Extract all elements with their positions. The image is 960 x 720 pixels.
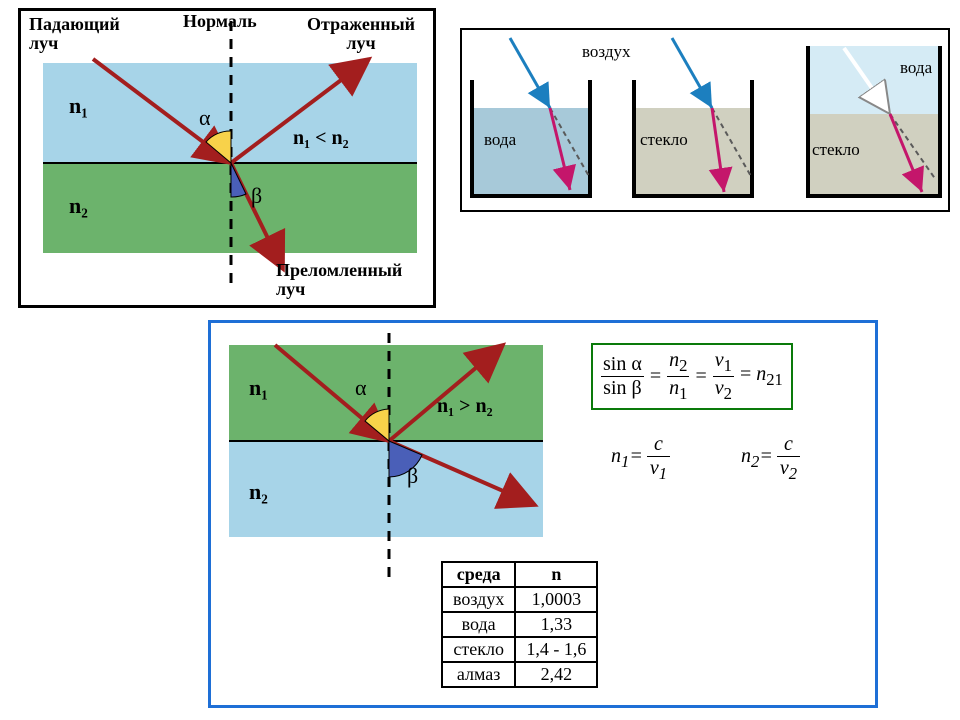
table-row: стекло 1,4 - 1,6	[442, 637, 597, 662]
air-label: воздух	[582, 42, 630, 62]
glass-label-1: стекло	[640, 130, 688, 150]
refractive-index-table-wrap: среда n воздух 1,0003 вода 1,33 стекло 1…	[441, 561, 598, 688]
refraction-diagram-dense-to-less-dense: n₁ n₂ α β n₁ > n₂ sin α sin β = n2 n1 = …	[208, 320, 878, 708]
table-header-row: среда n	[442, 562, 597, 587]
d3-beta-label: β	[407, 463, 418, 489]
table-row: вода 1,33	[442, 612, 597, 637]
table-header-n: n	[515, 562, 597, 587]
water-label-1: вода	[484, 130, 516, 150]
table-header-medium: среда	[442, 562, 515, 587]
beta-label: β	[251, 183, 262, 209]
refraction-media-examples: воздух вода стекло вода стекло	[460, 28, 950, 212]
diagram3-svg	[217, 329, 557, 589]
refracted-ray-label: Преломленный луч	[276, 261, 402, 299]
d3-n2-label: n₂	[249, 479, 268, 505]
n1-label: n₁	[69, 93, 88, 119]
alpha-label: α	[199, 105, 211, 131]
n1-formula: n1= c v1	[611, 433, 670, 484]
snell-formula-box: sin α sin β = n2 n1 = v1 v2 = n21	[591, 343, 793, 410]
table-row: алмаз 2,42	[442, 662, 597, 687]
diagram2-svg	[462, 30, 952, 214]
refractive-index-table: среда n воздух 1,0003 вода 1,33 стекло 1…	[441, 561, 598, 688]
d3-n1-label: n₁	[249, 375, 268, 401]
d3-alpha-label: α	[355, 375, 367, 401]
incident-ray-label: Падающий луч	[29, 15, 120, 53]
reflected-ray-label: Отраженный луч	[307, 15, 415, 53]
d3-relation-label: n₁ > n₂	[437, 395, 493, 418]
water-label-2: вода	[900, 58, 932, 78]
n2-formula: n2= c v2	[741, 433, 800, 484]
refraction-diagram-less-dense-to-dense: Падающий луч Нормаль Отраженный луч Прел…	[18, 8, 436, 308]
table-row: воздух 1,0003	[442, 587, 597, 612]
normal-label: Нормаль	[183, 11, 257, 32]
glass-label-2: стекло	[812, 140, 860, 160]
n2-label: n₂	[69, 193, 88, 219]
relation-label: n₁ < n₂	[293, 127, 349, 150]
